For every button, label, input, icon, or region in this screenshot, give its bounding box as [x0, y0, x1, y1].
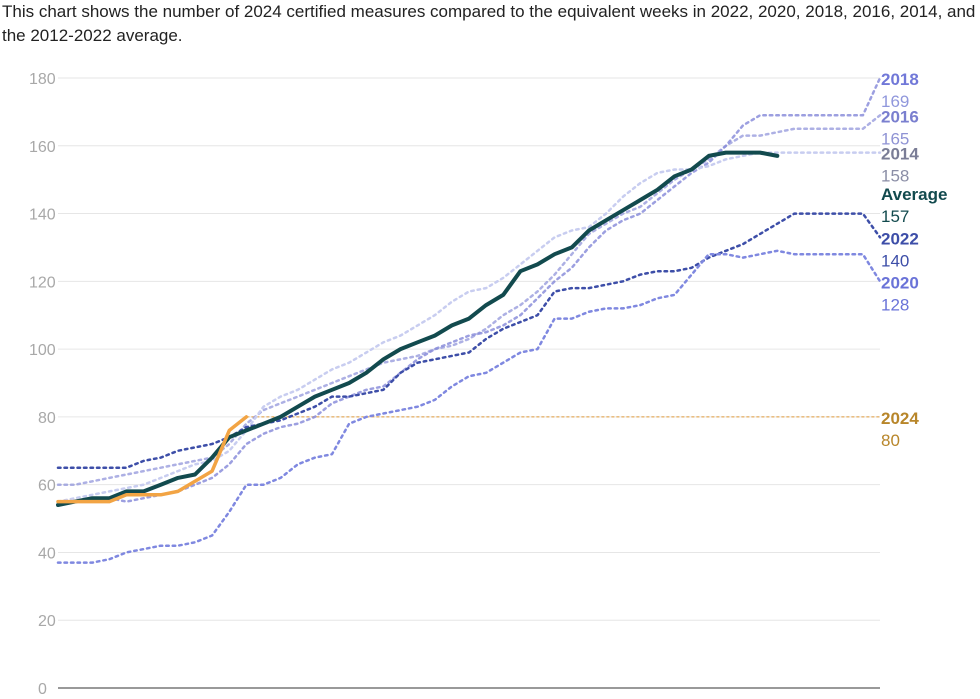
chart-subtitle: This chart shows the number of 2024 cert… [2, 2, 976, 45]
series-line-2016 [56, 114, 882, 486]
series-line-average [56, 150, 780, 507]
series-line-2014 [56, 151, 882, 503]
end-value-2022: 140 [881, 251, 909, 270]
end-label-2024: 2024 [881, 409, 919, 428]
end-label-average: Average [881, 185, 947, 204]
y-tick-label: 160 [29, 139, 56, 156]
y-tick-label: 0 [38, 681, 47, 698]
end-value-average: 157 [881, 207, 909, 226]
end-value-2018: 169 [881, 92, 909, 111]
y-tick-label: 40 [38, 545, 56, 562]
end-label-2022: 2022 [881, 229, 919, 248]
y-tick-label: 140 [29, 207, 56, 224]
series-lines [56, 76, 882, 564]
end-label-2018: 2018 [881, 70, 919, 89]
end-value-2024: 80 [881, 431, 900, 450]
gridlines [58, 77, 880, 621]
end-label-2014: 2014 [881, 145, 919, 164]
series-line-2022 [56, 212, 882, 469]
y-tick-label: 60 [38, 478, 56, 495]
series-line-2020 [56, 249, 882, 564]
y-tick-label: 100 [29, 342, 56, 359]
end-label-2020: 2020 [881, 273, 919, 292]
end-value-2014: 158 [881, 167, 909, 186]
series-line-2018 [56, 76, 882, 507]
y-axis-ticks: 0 20 40 60 80 100 120 140 160 180 [29, 71, 56, 698]
y-tick-label: 120 [29, 274, 56, 291]
y-tick-label: 180 [29, 71, 56, 88]
end-value-2020: 128 [881, 295, 909, 314]
end-label-2016: 2016 [881, 107, 919, 126]
series-line-2024 [56, 415, 249, 504]
y-tick-label: 20 [38, 613, 56, 630]
end-value-2016: 165 [881, 129, 909, 148]
y-tick-label: 80 [38, 410, 56, 427]
